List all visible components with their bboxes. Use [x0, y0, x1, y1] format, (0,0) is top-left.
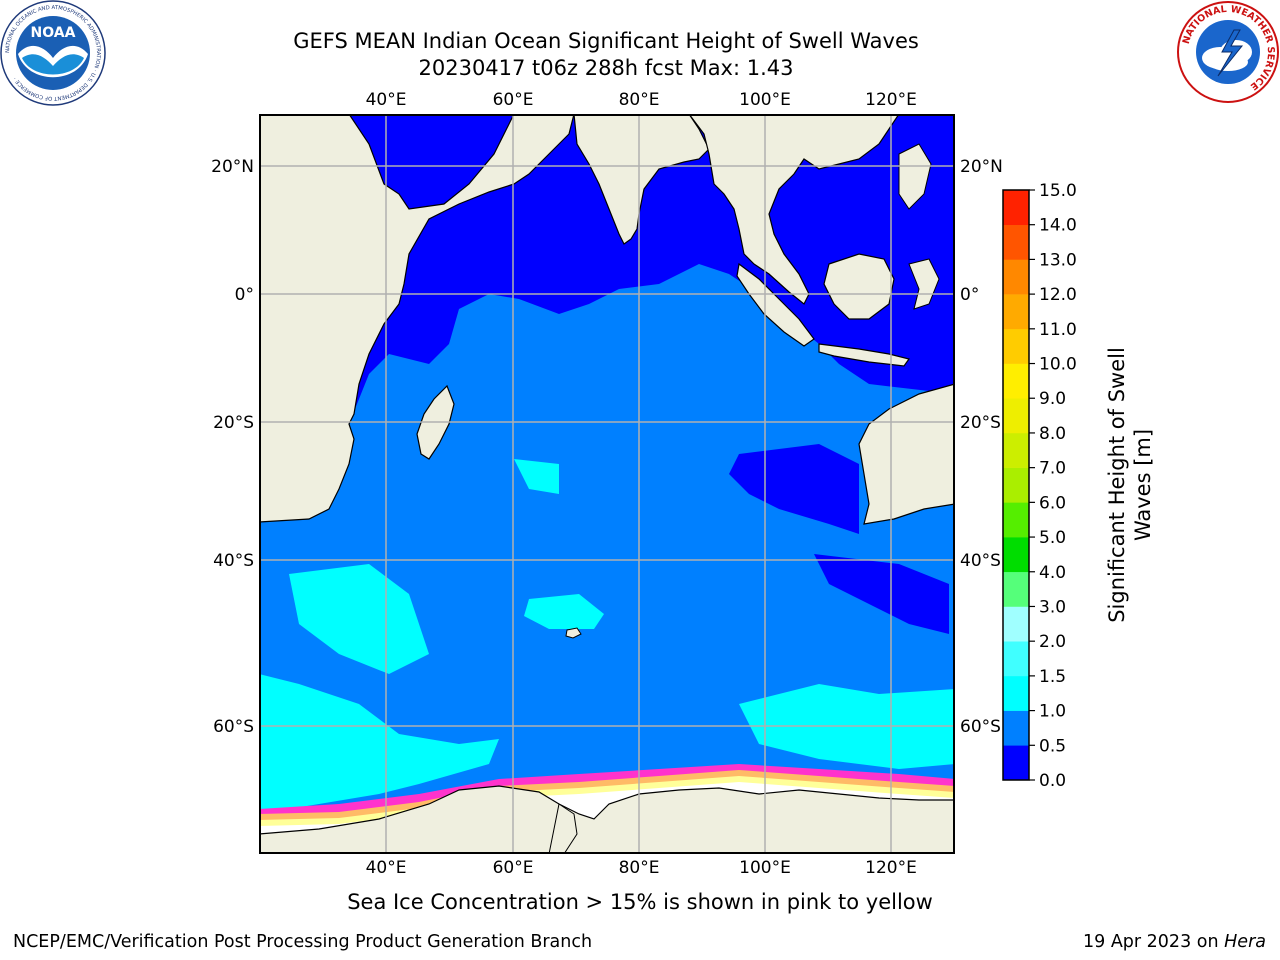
colorbar: 0.0 0.5 1.0 1.5 2.0 3.0 4.0 5.0 6.0 7.0 8.0 9.0 10.0… [1002, 181, 1077, 791]
southeast-asia-landmass [688, 114, 900, 305]
colorbar-tick-label: 1.5 [1039, 667, 1066, 687]
colorbar-segment [1003, 432, 1029, 468]
footer-credit: NCEP/EMC/Verification Post Processing Pr… [13, 932, 593, 952]
lon-bottom-tick-label: 40°E [365, 858, 407, 878]
chart-title-line1: GEFS MEAN Indian Ocean Significant Heigh… [293, 29, 919, 53]
colorbar-tick-label: 12.0 [1039, 285, 1077, 305]
colorbar-tick-label: 0.5 [1039, 736, 1066, 756]
lon-bottom-tick-label: 120°E [865, 858, 917, 878]
lat-right-tick-label: 60°S [960, 717, 1001, 737]
lon-top-tick-label: 100°E [739, 90, 791, 110]
colorbar-tick-label: 7.0 [1039, 459, 1066, 479]
colorbar-segment [1003, 537, 1029, 573]
colorbar-tick-label: 11.0 [1039, 320, 1077, 340]
colorbar-segment [1003, 502, 1029, 538]
lat-left-tick-label: 0° [234, 285, 254, 305]
colorbar-tick-label: 2.0 [1039, 632, 1066, 652]
colorbar-segment [1003, 745, 1029, 781]
colorbar-tick-label: 1.0 [1039, 702, 1066, 722]
lat-right-tick-label: 20°S [960, 413, 1001, 433]
lat-right-tick-label: 0° [960, 285, 980, 305]
colorbar-tick-label: 15.0 [1039, 181, 1077, 201]
lon-bottom-tick-label: 60°E [492, 858, 534, 878]
colorbar-tick-label: 6.0 [1039, 493, 1066, 513]
colorbar-segment [1003, 224, 1029, 260]
colorbar-segments [1003, 190, 1029, 781]
lat-left-tick-label: 20°N [211, 157, 254, 177]
java-island [818, 343, 911, 367]
lon-top-tick-label: 60°E [492, 90, 534, 110]
colorbar-tick-label: 3.0 [1039, 597, 1066, 617]
high-swell-patch-north [514, 459, 559, 494]
colorbar-segment [1003, 190, 1029, 226]
noaa-logo-text: NOAA [31, 25, 76, 41]
colorbar-tick-label: 4.0 [1039, 563, 1066, 583]
colorbar-segment [1003, 363, 1029, 399]
sulawesi-island [908, 258, 940, 310]
chart-title-line2: 20230417 t06z 288h fcst Max: 1.43 [418, 56, 794, 80]
sumatra-island [736, 262, 815, 347]
sea-ice-caption: Sea Ice Concentration > 15% is shown in … [347, 890, 933, 914]
graticule-grid [259, 114, 955, 854]
colorbar-tick-label: 10.0 [1039, 355, 1077, 375]
lon-bottom-tick-label: 80°E [618, 858, 660, 878]
colorbar-segment [1003, 328, 1029, 364]
footer-date: 19 Apr 2023 on Hera [1083, 932, 1266, 952]
colorbar-label-line2: Waves [m] [1131, 428, 1155, 542]
noaa-logo: NATIONAL OCEANIC AND ATMOSPHERIC ADMINIS… [0, 0, 106, 106]
africa-arabia-landmass [259, 114, 575, 523]
colorbar-segment [1003, 641, 1029, 677]
lat-left-tick-label: 20°S [213, 413, 254, 433]
colorbar-segment [1003, 467, 1029, 503]
colorbar-segment [1003, 606, 1029, 642]
colorbar-segment [1003, 398, 1029, 434]
footer-date-text: 19 Apr 2023 on [1083, 932, 1225, 952]
nws-logo: NATIONAL WEATHER SERVICE [1177, 1, 1279, 103]
colorbar-label-line1: Significant Height of Swell [1105, 347, 1129, 623]
kerguelen-island [565, 627, 582, 639]
low-swell-west-australia [729, 444, 859, 534]
swell-height-map [259, 114, 955, 854]
footer-host: Hera [1224, 932, 1266, 952]
colorbar-tick-label: 8.0 [1039, 424, 1066, 444]
map-frame [259, 114, 955, 854]
lat-right-tick-label: 40°S [960, 551, 1001, 571]
colorbar-segment [1003, 294, 1029, 330]
lat-right-tick-label: 20°N [960, 157, 1003, 177]
colorbar-tick-label: 13.0 [1039, 250, 1077, 270]
colorbar-tick-label: 14.0 [1039, 216, 1077, 236]
colorbar-label: Significant Height of Swell Waves [m] [1104, 347, 1156, 623]
colorbar-tick-label: 0.0 [1039, 771, 1066, 791]
high-swell-patch-central [524, 594, 604, 629]
australia-landmass [858, 383, 955, 525]
antarctica-peninsula [548, 803, 578, 854]
high-swell-patch-west [289, 564, 429, 674]
colorbar-segment [1003, 259, 1029, 295]
colorbar-ticks: 0.0 0.5 1.0 1.5 2.0 3.0 4.0 5.0 6.0 7.0 8.0 9.0 10.0… [1029, 181, 1077, 791]
high-swell-southern-band [259, 674, 499, 814]
lon-top-tick-label: 80°E [618, 90, 660, 110]
lon-top-tick-label: 40°E [365, 90, 407, 110]
colorbar-tick-label: 5.0 [1039, 528, 1066, 548]
low-swell-southeast-patch [814, 554, 949, 634]
colorbar-frame [1002, 189, 1030, 781]
lat-left-tick-label: 40°S [213, 551, 254, 571]
colorbar-tick-label: 9.0 [1039, 389, 1066, 409]
philippines-islands [898, 143, 932, 210]
colorbar-segment [1003, 710, 1029, 746]
colorbar-segment [1003, 675, 1029, 711]
lat-left-tick-label: 60°S [213, 717, 254, 737]
lon-top-tick-label: 120°E [865, 90, 917, 110]
colorbar-segment [1003, 571, 1029, 607]
lon-bottom-tick-label: 100°E [739, 858, 791, 878]
